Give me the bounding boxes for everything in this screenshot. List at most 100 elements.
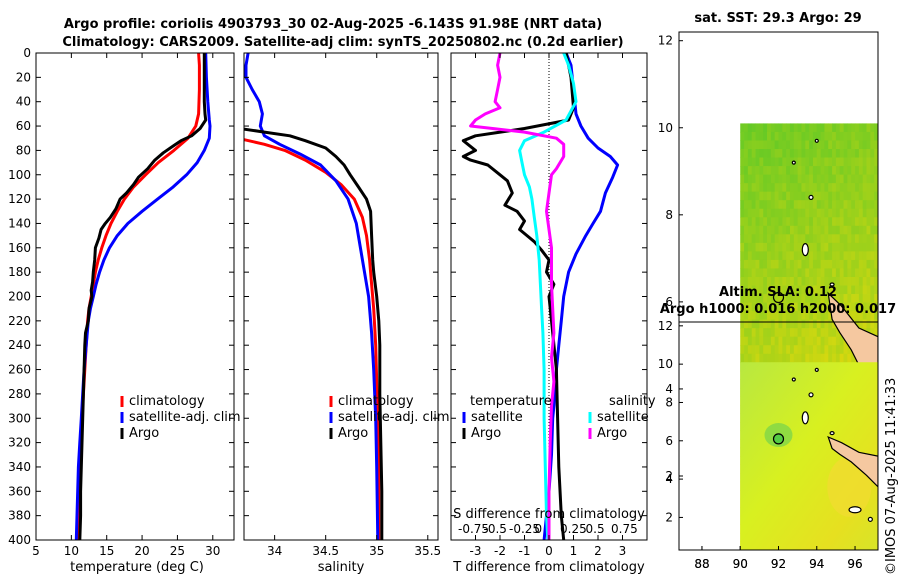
- sst-cell: [740, 345, 745, 355]
- x-tick-label: 94: [809, 557, 824, 571]
- y-tick-label: 240: [8, 338, 31, 352]
- sst-cell: [847, 234, 852, 244]
- sst-cell: [801, 268, 806, 278]
- sst-cell: [862, 311, 867, 321]
- sst-cell: [812, 328, 818, 338]
- sst-cell: [747, 131, 753, 141]
- sst-cell: [809, 285, 814, 295]
- sst-cell: [832, 140, 837, 150]
- sst-cell: [793, 157, 799, 167]
- sst-cell: [816, 319, 821, 329]
- sst-cell: [786, 345, 791, 355]
- y-tick-label: 220: [8, 314, 31, 328]
- sst-cell: [874, 166, 878, 175]
- sst-cell: [824, 259, 829, 269]
- y-tick-label: 340: [8, 460, 31, 474]
- sst-cell: [744, 276, 749, 286]
- sst-cell: [786, 123, 791, 133]
- sst-cell: [855, 140, 860, 150]
- sst-cell: [866, 149, 871, 158]
- sst-cell: [793, 200, 799, 210]
- series-line-temperature-satellite: [542, 53, 620, 540]
- sst-cell: [870, 217, 875, 227]
- sst-cell: [801, 131, 806, 141]
- x-tick-label: 94: [809, 557, 824, 571]
- sst-cell: [744, 174, 749, 184]
- sst-cell: [816, 251, 821, 261]
- sst-cell: [812, 336, 818, 346]
- sst-cell: [755, 276, 760, 286]
- sst-cell: [759, 166, 764, 175]
- sst-cell: [812, 217, 818, 227]
- sst-cell: [782, 225, 787, 235]
- sst-cell: [855, 217, 860, 227]
- sst-cell: [858, 285, 864, 295]
- sst-cell: [778, 157, 783, 167]
- sst-cell: [866, 259, 871, 269]
- sst-cell: [828, 345, 833, 355]
- sst-cell: [801, 140, 806, 150]
- y-tick-label: 400: [8, 533, 31, 547]
- sst-cell: [751, 276, 756, 286]
- sst-cell: [767, 353, 772, 363]
- sst-cell: [751, 328, 756, 338]
- sst-cell: [839, 276, 844, 286]
- sst-cell: [751, 345, 756, 355]
- sst-cell: [832, 259, 837, 269]
- sst-cell: [805, 191, 810, 201]
- sst-cell: [789, 225, 795, 235]
- sst-cell: [786, 319, 791, 329]
- sst-cell: [862, 285, 867, 295]
- sst-cell: [866, 200, 871, 210]
- sst-cell: [778, 336, 783, 346]
- sst-cell: [740, 217, 745, 227]
- sst-cell: [759, 140, 764, 150]
- sst-cell: [744, 183, 749, 193]
- sst-cell: [770, 225, 776, 235]
- sst-cell: [759, 268, 764, 278]
- sst-cell: [793, 131, 799, 141]
- island: [848, 506, 862, 514]
- sst-cell: [793, 251, 799, 261]
- sst-cell: [847, 140, 852, 150]
- sst-cell: [740, 319, 745, 329]
- sst-cell: [778, 149, 783, 158]
- sst-cell: [793, 285, 799, 295]
- sst-cell: [755, 225, 760, 235]
- y-tick-label: 120: [8, 192, 31, 206]
- sst-cell: [786, 225, 791, 235]
- sst-cell: [778, 234, 783, 244]
- s-difference-label: S difference from climatology: [453, 507, 645, 522]
- sst-cell: [763, 268, 768, 278]
- series-line-climatology: [244, 138, 381, 540]
- sst-cell: [809, 268, 814, 278]
- sst-cell: [763, 285, 768, 295]
- sst-cell: [747, 191, 753, 201]
- sst-cell: [839, 174, 844, 184]
- sst-cell: [767, 294, 772, 303]
- sst-cell: [816, 268, 821, 278]
- sst-cell: [870, 328, 875, 338]
- sst-cell: [740, 140, 745, 150]
- sst-cell: [789, 123, 795, 133]
- sst-cell: [755, 149, 760, 158]
- sst-cell: [816, 234, 821, 244]
- sst-cell: [874, 268, 878, 278]
- sst-cell: [767, 242, 772, 252]
- sst-cell: [847, 268, 852, 278]
- sst-cell: [759, 328, 764, 338]
- sst-cell: [782, 123, 787, 133]
- sst-cell: [874, 234, 878, 244]
- sst-cell: [866, 225, 871, 235]
- sst-cell: [832, 251, 837, 261]
- sst-cell: [866, 302, 871, 312]
- sst-cell: [770, 208, 776, 218]
- sst-cell: [812, 149, 818, 158]
- sst-cell: [793, 336, 799, 346]
- sst-cell: [820, 131, 825, 141]
- sst-cell: [866, 140, 871, 150]
- sst-cell: [858, 123, 864, 133]
- sst-cell: [797, 294, 802, 303]
- sst-cell: [809, 123, 814, 133]
- x-tick-label: 88: [694, 557, 709, 571]
